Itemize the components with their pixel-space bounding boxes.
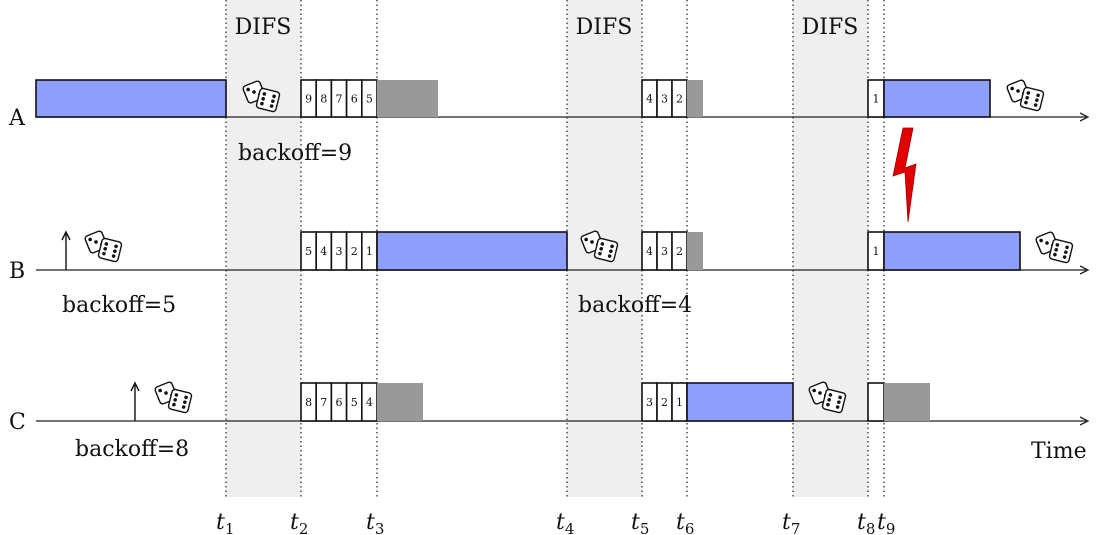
station-b-transmission-2 — [883, 231, 1021, 271]
difs-label-1: DIFS — [235, 15, 292, 40]
time-marker-t9: t9 — [877, 510, 895, 535]
time-marker-labels: t1 t2 t3 t4 t5 t6 t7 t8 t9 — [216, 510, 895, 535]
backoff-slot-number: 4 — [646, 245, 653, 258]
time-marker-t8: t8 — [857, 510, 875, 535]
station-c-deferred-block-2 — [884, 383, 930, 421]
station-a-transmission-1 — [35, 79, 227, 118]
time-marker-t3: t3 — [366, 510, 384, 535]
station-c-transmission — [686, 382, 794, 422]
time-marker-t7: t7 — [782, 510, 800, 535]
difs-band-1 — [226, 0, 301, 497]
time-marker-t4: t4 — [556, 510, 574, 535]
backoff-slot-number: 3 — [336, 245, 343, 258]
station-a-transmission-2 — [883, 79, 991, 118]
dice-icon — [1034, 230, 1074, 264]
arrival-arrow-icon — [130, 381, 140, 421]
dice-icon — [1005, 78, 1045, 112]
station-c-deferred-block-1 — [377, 383, 423, 421]
backoff-slot-number: 1 — [676, 396, 683, 409]
station-a-backoff-counter-3: 1 — [867, 79, 885, 118]
backoff-slot-number: 7 — [320, 396, 327, 409]
backoff-slot-number: 2 — [351, 245, 358, 258]
station-a-backoff-label: backoff=9 — [238, 141, 352, 166]
station-b-backoff-label-2: backoff=4 — [578, 293, 692, 318]
station-b-backoff-label-1: backoff=5 — [62, 293, 176, 318]
dice-icon — [83, 229, 123, 263]
backoff-slot-number: 1 — [873, 93, 880, 106]
arrival-arrow-icon — [61, 230, 71, 270]
station-c-backoff-label: backoff=8 — [75, 437, 189, 462]
collision-lightning-icon — [892, 127, 917, 223]
time-marker-t1: t1 — [216, 510, 234, 535]
backoff-slot-number: 3 — [661, 245, 668, 258]
difs-label-3: DIFS — [802, 15, 859, 40]
dice-icon — [153, 380, 193, 414]
backoff-slot-number: 4 — [320, 245, 327, 258]
backoff-slot-number: 3 — [646, 396, 653, 409]
station-a-deferred-block-2 — [687, 80, 703, 117]
backoff-slot-number: 2 — [676, 245, 683, 258]
backoff-slot-number: 6 — [336, 396, 343, 409]
backoff-slot-number: 5 — [305, 245, 312, 258]
station-label-c: C — [9, 410, 26, 435]
backoff-slot-number: 1 — [873, 245, 880, 258]
time-marker-t2: t2 — [290, 510, 308, 535]
difs-label-2: DIFS — [576, 15, 633, 40]
backoff-slot-number: 4 — [366, 396, 373, 409]
backoff-slot-number: 5 — [366, 93, 373, 106]
time-marker-t6: t6 — [676, 510, 694, 535]
station-label-b: B — [9, 259, 25, 284]
backoff-slot-number: 4 — [646, 93, 653, 106]
station-b-backoff-counter-3: 1 — [867, 231, 885, 271]
backoff-slot-number: 3 — [661, 93, 668, 106]
backoff-slot-number: 8 — [305, 396, 312, 409]
backoff-slot-number: 2 — [676, 93, 683, 106]
difs-band-3 — [793, 0, 868, 497]
backoff-slot — [867, 382, 885, 422]
backoff-slot-number: 2 — [661, 396, 668, 409]
backoff-slot-number: 6 — [351, 93, 358, 106]
backoff-slot-number: 8 — [320, 93, 327, 106]
station-b-deferred-block — [687, 232, 703, 270]
station-b-transmission-1 — [376, 231, 568, 271]
station-label-a: A — [8, 106, 26, 131]
backoff-slot-number: 9 — [305, 93, 312, 106]
time-axis-label: Time — [1031, 439, 1087, 464]
backoff-slot-number: 5 — [351, 396, 358, 409]
station-c-backoff-counter-3 — [867, 382, 885, 422]
time-marker-t5: t5 — [631, 510, 649, 535]
station-a-deferred-block-1 — [377, 80, 438, 117]
backoff-slot-number: 1 — [366, 245, 373, 258]
backoff-slot-number: 7 — [336, 93, 343, 106]
